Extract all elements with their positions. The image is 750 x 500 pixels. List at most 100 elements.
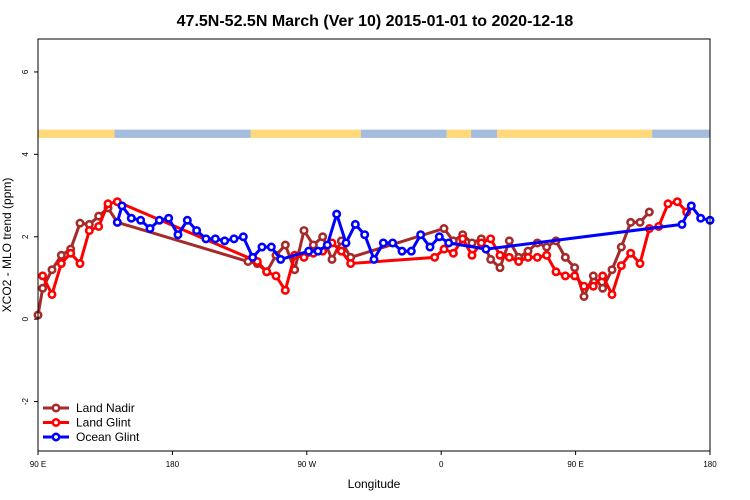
data-point [686, 201, 696, 211]
legend-label: Land Glint [76, 416, 131, 430]
data-point [350, 219, 360, 229]
legend-item: Land Nadir [43, 401, 135, 415]
band-segment-land [446, 129, 472, 138]
chart-title: 47.5N-52.5N March (Ver 10) 2015-01-01 to… [177, 13, 574, 30]
x-tick-label: 180 [703, 460, 717, 469]
data-point [117, 201, 127, 211]
data-point [542, 250, 552, 260]
data-point [588, 271, 598, 281]
data-point [598, 271, 608, 281]
legend-swatch-marker [51, 432, 61, 442]
data-point [220, 236, 230, 246]
series-line [115, 202, 711, 263]
y-tick-label: 6 [21, 69, 30, 74]
x-tick-label: 90 E [30, 460, 46, 469]
data-point [416, 230, 426, 240]
data-point [332, 209, 342, 219]
series-ocean-glint [112, 201, 715, 264]
data-point [570, 263, 580, 273]
legend-label: Land Nadir [76, 401, 135, 415]
data-point [504, 236, 514, 246]
data-point [672, 197, 682, 207]
data-point [439, 224, 449, 234]
data-point [663, 199, 673, 209]
data-point [607, 265, 617, 275]
data-point [248, 252, 258, 262]
data-point [38, 283, 48, 293]
data-point [182, 215, 192, 225]
data-point [514, 256, 524, 266]
data-point [262, 267, 272, 277]
land-ocean-band [38, 129, 710, 138]
data-point [66, 248, 76, 258]
data-point [75, 218, 85, 228]
x-tick-label: 90 W [297, 460, 316, 469]
data-point [425, 242, 435, 252]
data-point [318, 232, 328, 242]
data-point [201, 234, 211, 244]
data-point [598, 283, 608, 293]
data-point [607, 289, 617, 299]
data-point [439, 244, 449, 254]
data-point [388, 238, 398, 248]
data-point [280, 240, 290, 250]
plot-frame [37, 38, 711, 452]
data-point [378, 238, 388, 248]
data-point [327, 254, 337, 264]
data-point [495, 250, 505, 260]
data-point [579, 291, 589, 301]
data-point [280, 285, 290, 295]
data-point [406, 246, 416, 256]
data-point [560, 271, 570, 281]
data-point [346, 259, 356, 269]
data-point [238, 232, 248, 242]
series-layer [33, 197, 715, 320]
legend-swatch-marker [51, 417, 61, 427]
data-point [532, 252, 542, 262]
data-point [635, 259, 645, 269]
data-point [299, 226, 309, 236]
legend-swatch-marker [51, 403, 61, 413]
band-segment-ocean [652, 129, 710, 138]
data-point [47, 265, 57, 275]
series-land-nadir [33, 203, 654, 320]
series-land-glint [38, 197, 692, 299]
y-tick-label: 0 [21, 316, 30, 321]
data-point [504, 252, 514, 262]
x-tick-label: 90 E [567, 460, 583, 469]
data-point [397, 246, 407, 256]
y-tick-label: -2 [21, 397, 30, 405]
data-point [448, 248, 458, 258]
x-tick-label: 0 [439, 460, 444, 469]
data-point [47, 289, 57, 299]
data-point [677, 219, 687, 229]
data-point [616, 242, 626, 252]
data-point [154, 215, 164, 225]
data-point [486, 254, 496, 264]
data-point [626, 248, 636, 258]
y-tick-label: 4 [21, 152, 30, 157]
data-point [38, 271, 48, 281]
data-point [257, 242, 267, 252]
data-point [430, 252, 440, 262]
data-point [696, 213, 706, 223]
data-point [588, 281, 598, 291]
data-point [164, 213, 174, 223]
data-point [276, 254, 286, 264]
data-point [336, 246, 346, 256]
band-segment-ocean [114, 129, 251, 138]
data-point [103, 199, 113, 209]
data-point [126, 213, 136, 223]
data-point [112, 217, 122, 227]
data-point [229, 234, 239, 244]
data-point [458, 234, 468, 244]
data-point [523, 252, 533, 262]
data-point [322, 240, 332, 250]
x-axis: 90 E 180 90 W 0 90 E 180 [30, 451, 717, 469]
band-segment-ocean [360, 129, 447, 138]
data-point [579, 281, 589, 291]
data-point [84, 226, 94, 236]
data-point [56, 250, 66, 260]
data-point [495, 263, 505, 273]
x-axis-label: Longitude [348, 477, 401, 491]
